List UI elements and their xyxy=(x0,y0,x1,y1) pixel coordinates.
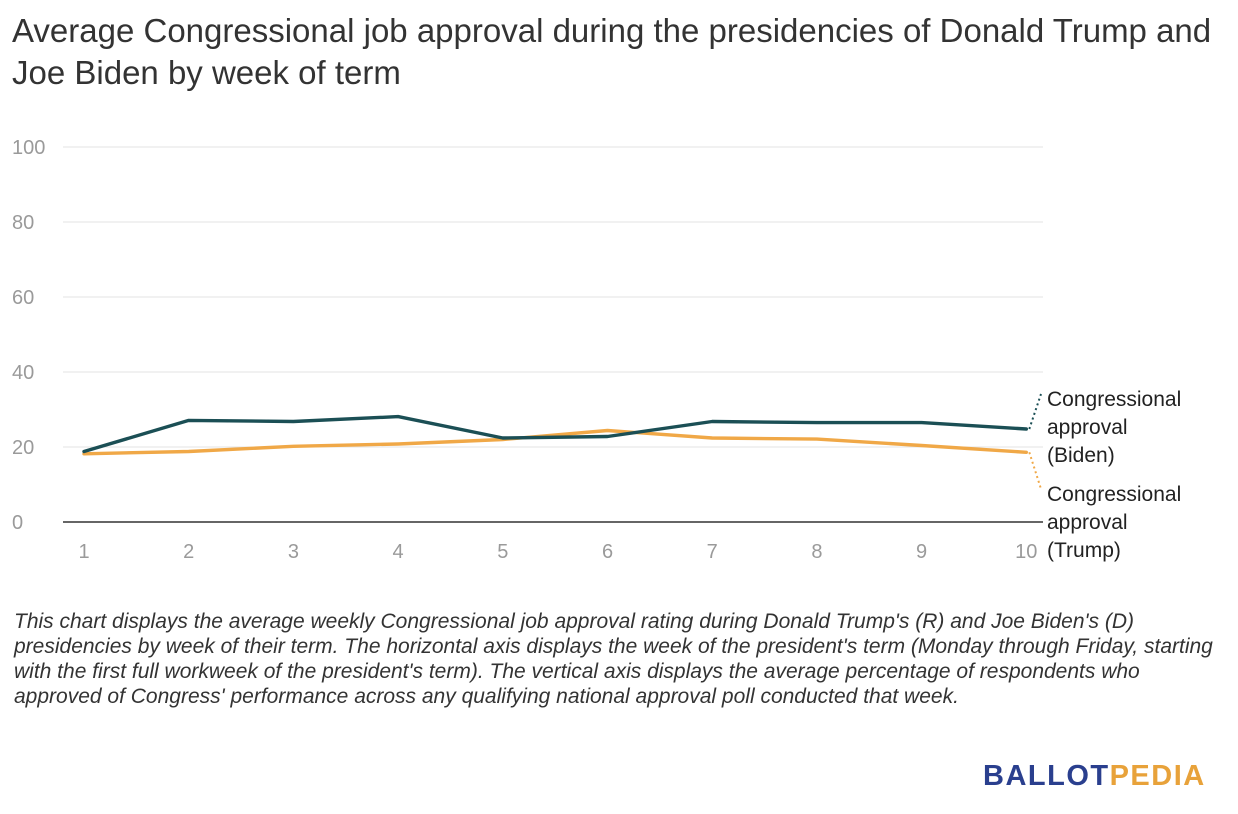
y-tick-label: 0 xyxy=(12,512,23,534)
y-tick-label: 100 xyxy=(12,137,45,159)
y-tick-label: 20 xyxy=(12,437,34,459)
x-tick-label: 7 xyxy=(707,541,718,563)
x-tick-label: 6 xyxy=(602,541,613,563)
x-tick-label: 10 xyxy=(1015,541,1037,563)
series-label-biden: (Biden) xyxy=(1047,444,1115,467)
x-tick-label: 3 xyxy=(288,541,299,563)
x-tick-label: 8 xyxy=(811,541,822,563)
series-lines xyxy=(82,414,1029,456)
series-label-trump: (Trump) xyxy=(1047,539,1121,562)
series-line-trump xyxy=(82,428,1029,456)
chart-caption: This chart displays the average weekly C… xyxy=(14,610,1213,708)
chart-title: Average Congressional job approval durin… xyxy=(12,12,1212,91)
x-tick-label: 1 xyxy=(78,541,89,563)
x-tick-label: 5 xyxy=(497,541,508,563)
x-tick-label: 9 xyxy=(916,541,927,563)
x-tick-label: 2 xyxy=(183,541,194,563)
line-chart: 0 20 40 60 80 100 1 2 3 4 5 6 7 8 9 10 Congressional app… xyxy=(12,137,1181,563)
series-label-biden: Congressional xyxy=(1047,388,1181,411)
series-labels: Congressional approval (Biden) Congressiona… xyxy=(1028,388,1181,562)
axes: 0 20 40 60 80 100 1 2 3 4 5 6 7 8 9 10 xyxy=(12,137,1043,563)
series-label-trump: Congressional xyxy=(1047,483,1181,506)
series-label-biden: approval xyxy=(1047,416,1128,439)
logo-text-pedia: PEDIA xyxy=(1109,760,1206,792)
series-line-biden xyxy=(82,414,1029,454)
y-tick-label: 60 xyxy=(12,287,34,309)
series-label-trump: approval xyxy=(1047,511,1128,534)
logo-text-ballot: BALLOT xyxy=(983,760,1110,792)
y-tick-label: 40 xyxy=(12,362,34,384)
leader-line-trump xyxy=(1028,451,1042,490)
ballotpedia-logo[interactable]: BALLOTPEDIA xyxy=(983,760,1206,793)
y-tick-label: 80 xyxy=(12,212,34,234)
leader-line-biden xyxy=(1028,393,1042,430)
grid-lines xyxy=(63,146,1043,448)
x-tick-label: 4 xyxy=(393,541,404,563)
